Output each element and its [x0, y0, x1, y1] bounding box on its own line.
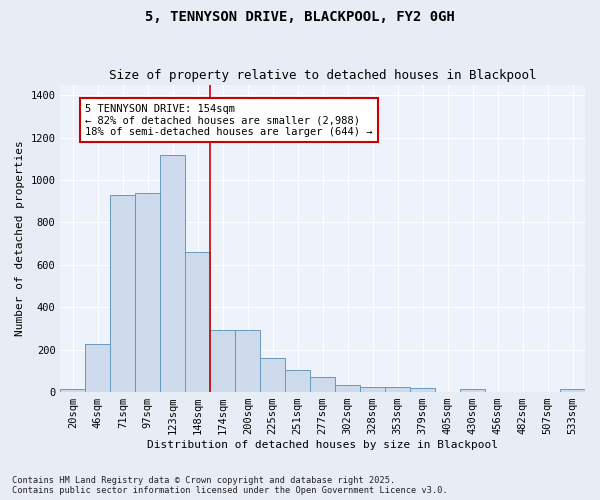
Text: 5 TENNYSON DRIVE: 154sqm
← 82% of detached houses are smaller (2,988)
18% of sem: 5 TENNYSON DRIVE: 154sqm ← 82% of detach…: [85, 104, 373, 137]
Bar: [260, 358, 285, 392]
Bar: [560, 390, 585, 392]
Text: Contains HM Land Registry data © Crown copyright and database right 2025.
Contai: Contains HM Land Registry data © Crown c…: [12, 476, 448, 495]
Bar: [385, 388, 410, 392]
X-axis label: Distribution of detached houses by size in Blackpool: Distribution of detached houses by size …: [147, 440, 498, 450]
Bar: [235, 330, 260, 392]
Bar: [360, 387, 385, 392]
Bar: [85, 344, 110, 392]
Bar: [310, 377, 335, 392]
Title: Size of property relative to detached houses in Blackpool: Size of property relative to detached ho…: [109, 69, 536, 82]
Text: 5, TENNYSON DRIVE, BLACKPOOL, FY2 0GH: 5, TENNYSON DRIVE, BLACKPOOL, FY2 0GH: [145, 10, 455, 24]
Bar: [136, 192, 160, 392]
Y-axis label: Number of detached properties: Number of detached properties: [15, 140, 25, 336]
Bar: [160, 154, 185, 392]
Bar: [210, 330, 235, 392]
Bar: [285, 370, 310, 392]
Bar: [460, 389, 485, 392]
Bar: [185, 252, 210, 392]
Bar: [335, 384, 360, 392]
Bar: [61, 389, 85, 392]
Bar: [410, 388, 435, 392]
Bar: [110, 195, 136, 392]
